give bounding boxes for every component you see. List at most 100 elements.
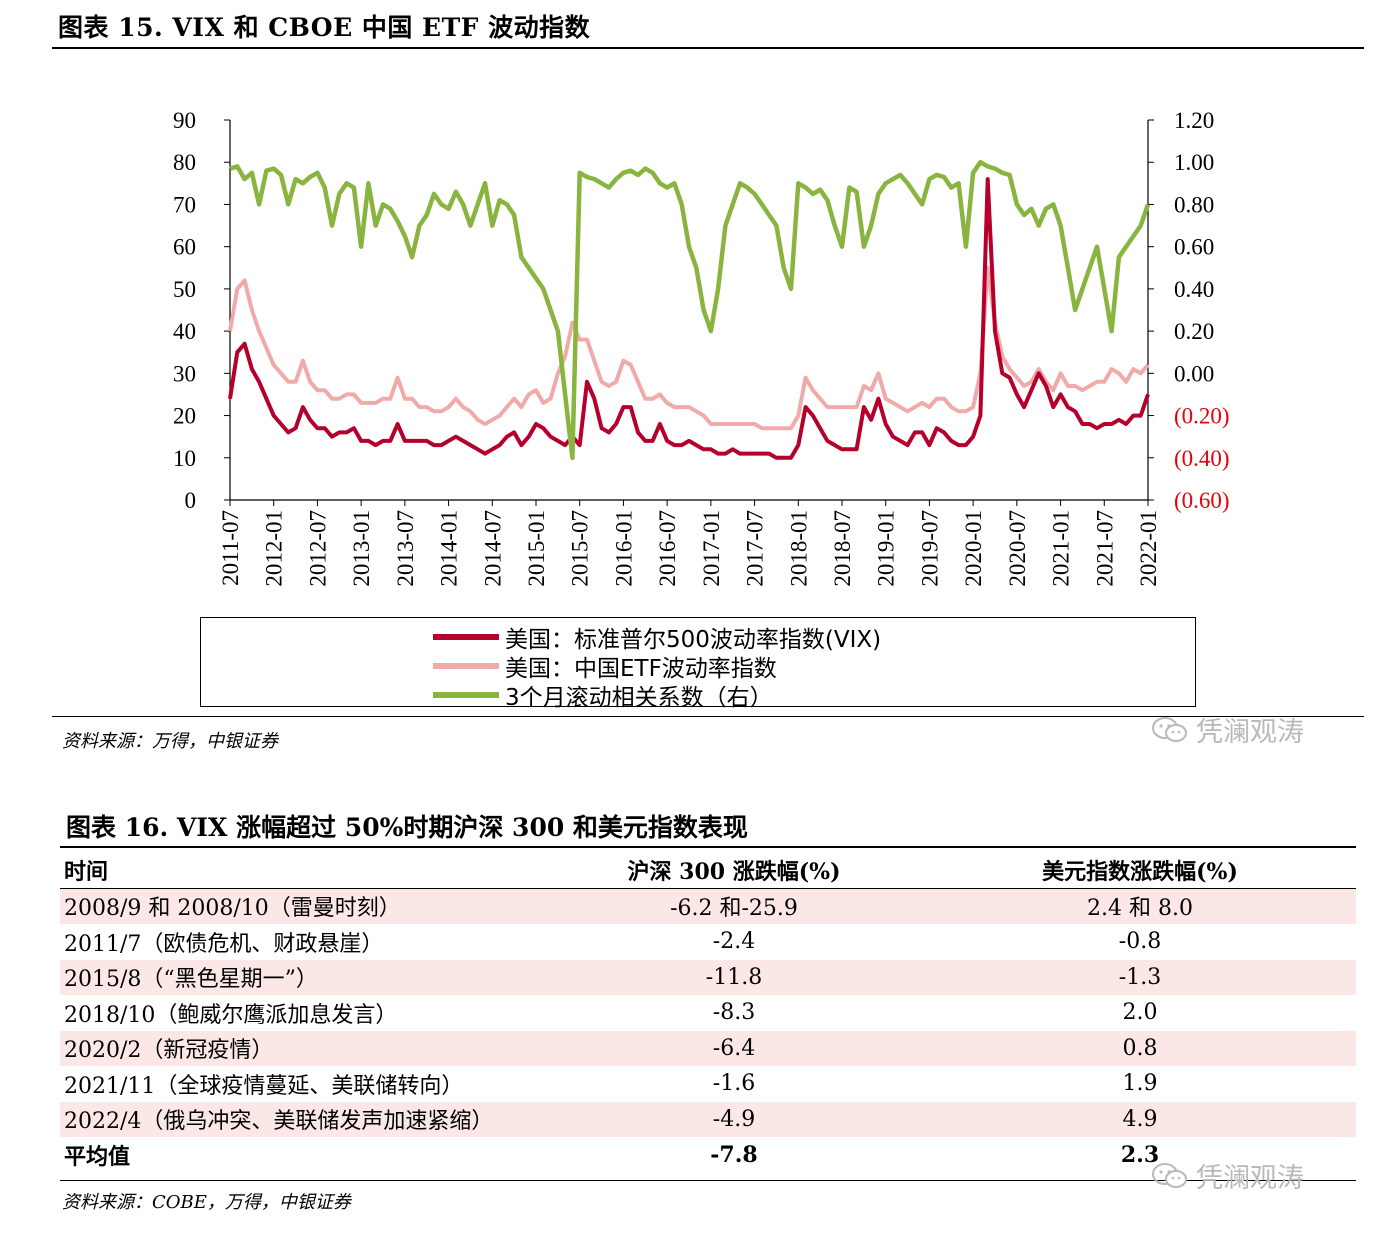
y-left-tick-label: 80 bbox=[173, 150, 196, 175]
y-right-tick-label: 0.60 bbox=[1174, 235, 1214, 260]
watermark-text: 凭澜观涛 bbox=[1196, 1163, 1304, 1194]
legend-item-correlation: 3个月滚动相关系数（右） bbox=[433, 678, 773, 712]
legend-label-vix: 美国：标准普尔500波动率指数(VIX) bbox=[505, 627, 882, 653]
cell-dxy: 1.9 bbox=[1122, 1071, 1158, 1097]
y-right-tick-label: (0.60) bbox=[1174, 488, 1230, 513]
legend-swatch-china-etf bbox=[433, 663, 499, 669]
legend-swatch-correlation bbox=[433, 692, 499, 698]
x-tick-label: 2011-07 bbox=[218, 510, 243, 586]
figure16-title: 图表 16. VIX 涨幅超过 50%时期沪深 300 和美元指数表现 bbox=[66, 813, 748, 842]
cell-period: 2011/7（欧债危机、财政悬崖） bbox=[64, 931, 384, 957]
y-right-tick-label: 1.00 bbox=[1174, 150, 1214, 175]
y-left-tick-label: 30 bbox=[173, 361, 196, 386]
y-left-tick-label: 70 bbox=[173, 192, 196, 217]
cell-period: 2018/10（鲍威尔鹰派加息发言） bbox=[64, 1002, 398, 1028]
cell-hs300: -2.4 bbox=[712, 929, 756, 955]
cell-period: 2008/9 和 2008/10（雷曼时刻） bbox=[60, 888, 544, 924]
wechat-icon bbox=[1152, 1162, 1187, 1188]
x-tick-label: 2019-01 bbox=[874, 510, 899, 587]
y-left-tick-label: 20 bbox=[173, 404, 196, 429]
x-tick-label: 2018-07 bbox=[830, 510, 855, 587]
y-right-tick-label: 0.20 bbox=[1174, 319, 1214, 344]
legend-label-china-etf: 美国：中国ETF波动率指数 bbox=[505, 656, 777, 682]
x-tick-label: 2022-01 bbox=[1136, 510, 1161, 587]
table-title-rule bbox=[60, 846, 1356, 848]
table-row: 2008/9 和 2008/10（雷曼时刻） -6.2 和-25.9 2.4 和 8… bbox=[60, 888, 1356, 924]
y-left-tick-label: 10 bbox=[173, 446, 196, 471]
x-tick-label: 2012-07 bbox=[305, 510, 330, 587]
y-right-tick-label: 0.80 bbox=[1174, 192, 1214, 217]
legend-label-correlation: 3个月滚动相关系数（右） bbox=[505, 685, 773, 711]
x-tick-label: 2012-01 bbox=[262, 510, 287, 587]
average-period: 平均值 bbox=[64, 1143, 131, 1170]
wechat-icon bbox=[1152, 716, 1187, 742]
table-bottom-rule bbox=[60, 1180, 1356, 1181]
chart-legend: 美国：标准普尔500波动率指数(VIX) 美国：中国ETF波动率指数 3个月滚动… bbox=[200, 617, 1196, 711]
legend-item-vix: 美国：标准普尔500波动率指数(VIX) bbox=[433, 620, 881, 654]
cell-hs300: -4.9 bbox=[544, 1101, 924, 1137]
x-tick-label: 2015-07 bbox=[568, 510, 593, 587]
cell-hs300: -1.6 bbox=[712, 1071, 756, 1097]
y-right-tick-label: (0.40) bbox=[1174, 446, 1230, 471]
col-header-hs300: 沪深 300 涨跌幅(%) bbox=[627, 858, 841, 885]
cell-period: 2015/8（“黑色星期一”） bbox=[60, 959, 544, 995]
x-tick-label: 2016-01 bbox=[611, 510, 636, 587]
cell-period: 2020/2（新冠疫情） bbox=[60, 1030, 544, 1066]
watermark-15: 凭澜观涛 bbox=[1150, 710, 1304, 749]
x-tick-label: 2016-07 bbox=[655, 510, 680, 587]
cell-hs300: -8.3 bbox=[712, 1000, 756, 1026]
legend-swatch-vix bbox=[433, 634, 499, 640]
x-tick-label: 2013-01 bbox=[349, 510, 374, 587]
y-left-tick-label: 50 bbox=[173, 277, 196, 302]
average-hs300: -7.8 bbox=[710, 1141, 758, 1168]
x-tick-label: 2021-01 bbox=[1049, 510, 1074, 587]
watermark-text: 凭澜观涛 bbox=[1196, 717, 1304, 748]
watermark-16: 凭澜观涛 bbox=[1150, 1156, 1304, 1195]
cell-hs300: -6.2 和-25.9 bbox=[544, 888, 924, 924]
table-row: 2020/2（新冠疫情） -6.4 0.8 bbox=[60, 1030, 1356, 1066]
figure15-source: 资料来源：万得，中银证券 bbox=[62, 731, 278, 752]
series-correlation-line bbox=[229, 159, 1151, 461]
table-row: 2022/4（俄乌冲突、美联储发声加速紧缩） -4.9 4.9 bbox=[60, 1101, 1356, 1137]
table-header-row: 时间 沪深 300 涨跌幅(%) 美元指数涨跌幅(%) bbox=[60, 852, 1356, 888]
cell-hs300: -11.8 bbox=[544, 959, 924, 995]
x-tick-label: 2021-07 bbox=[1092, 510, 1117, 587]
table-row: 2021/11（全球疫情蔓延、美联储转向） -1.6 1.9 bbox=[60, 1066, 1356, 1102]
y-right-tick-label: 1.20 bbox=[1174, 108, 1214, 133]
cell-period: 2021/11（全球疫情蔓延、美联储转向） bbox=[64, 1073, 464, 1099]
x-tick-label: 2015-01 bbox=[524, 510, 549, 587]
source-rule-15 bbox=[52, 716, 1364, 717]
series-vix-line bbox=[228, 177, 1150, 460]
x-tick-label: 2018-01 bbox=[786, 510, 811, 587]
chart-15: 0 10 20 30 40 50 60 70 80 90 (0.60) (0.40) (0.20) 0.0… bbox=[173, 108, 1230, 587]
y-left-tick-label: 90 bbox=[173, 108, 196, 133]
table-row-average: 平均值 -7.8 2.3 bbox=[60, 1137, 1356, 1173]
y-right-tick-label: 0.00 bbox=[1174, 361, 1214, 386]
y-left-tick-label: 60 bbox=[173, 235, 196, 260]
cell-dxy: 0.8 bbox=[924, 1030, 1356, 1066]
x-tick-label: 2017-07 bbox=[743, 510, 768, 587]
x-tick-label: 2020-01 bbox=[961, 510, 986, 587]
x-tick-label: 2014-01 bbox=[437, 510, 462, 587]
cell-dxy: -1.3 bbox=[924, 959, 1356, 995]
x-tick-label: 2014-07 bbox=[480, 510, 505, 587]
cell-dxy: -0.8 bbox=[1118, 929, 1162, 955]
x-tick-label: 2019-07 bbox=[917, 510, 942, 587]
data-table: 时间 沪深 300 涨跌幅(%) 美元指数涨跌幅(%) 2008/9 和 200… bbox=[60, 852, 1356, 1173]
series-china-etf-line bbox=[228, 265, 1150, 431]
table-row: 2011/7（欧债危机、财政悬崖） -2.4 -0.8 bbox=[60, 924, 1356, 960]
y-left-tick-label: 40 bbox=[173, 319, 196, 344]
table-row: 2018/10（鲍威尔鹰派加息发言） -8.3 2.0 bbox=[60, 995, 1356, 1031]
figure16-source: 资料来源：COBE，万得，中银证券 bbox=[62, 1192, 351, 1213]
average-dxy: 2.3 bbox=[1120, 1141, 1160, 1168]
col-header-dxy: 美元指数涨跌幅(%) bbox=[1042, 858, 1238, 885]
x-tick-label: 2013-07 bbox=[393, 510, 418, 587]
cell-dxy: 2.0 bbox=[1122, 1000, 1158, 1026]
cell-hs300: -6.4 bbox=[544, 1030, 924, 1066]
cell-period: 2022/4（俄乌冲突、美联储发声加速紧缩） bbox=[60, 1101, 544, 1137]
x-tick-label: 2017-01 bbox=[699, 510, 724, 587]
col-header-period: 时间 bbox=[64, 858, 109, 885]
figure15-title: 图表 15. VIX 和 CBOE 中国 ETF 波动指数 bbox=[58, 13, 591, 42]
table-row: 2015/8（“黑色星期一”） -11.8 -1.3 bbox=[60, 959, 1356, 995]
cell-dxy: 2.4 和 8.0 bbox=[924, 888, 1356, 924]
